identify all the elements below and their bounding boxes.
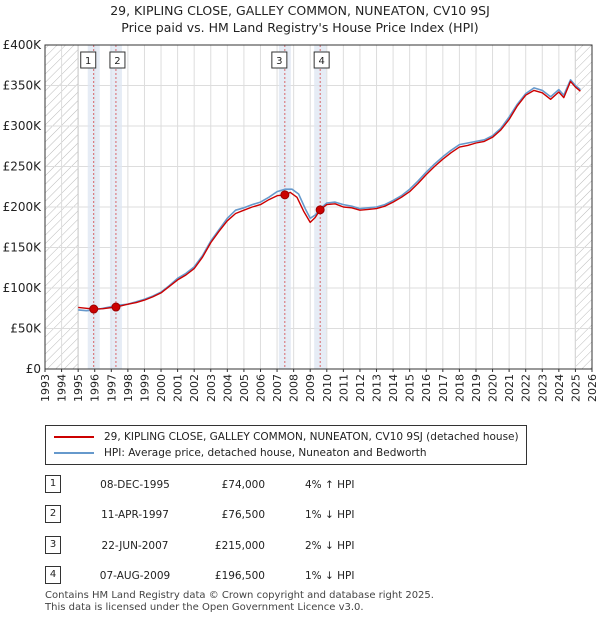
x-tick-label: 2026 [586, 374, 599, 402]
sale-date: 07-AUG-2009 [99, 570, 171, 582]
sale-number: 4 [45, 566, 61, 584]
sale-point-2 [111, 302, 121, 312]
sale-label-4: 4 [318, 56, 324, 67]
x-tick-label: 1993 [39, 374, 52, 402]
chart-title-line1: 29, KIPLING CLOSE, GALLEY COMMON, NUNEAT… [110, 3, 490, 18]
x-tick-label: 2014 [387, 374, 400, 402]
sale-price: £76,500 [221, 509, 265, 521]
x-tick-label: 2016 [420, 374, 433, 402]
sale-label-2: 2 [114, 56, 120, 67]
sale-date: 08-DEC-1995 [100, 479, 170, 491]
sale-label-3: 3 [276, 56, 282, 67]
y-tick-label: £250K [3, 160, 43, 174]
footer-attribution: Contains HM Land Registry data © Crown c… [45, 590, 434, 614]
sale-hpi-diff: 1% ↓ HPI [305, 570, 355, 582]
sale-number: 3 [45, 536, 61, 554]
plot-frame [44, 44, 593, 370]
x-tick-label: 2002 [188, 374, 201, 402]
x-tick-label: 2018 [453, 374, 466, 402]
sale-point-4 [315, 205, 325, 215]
y-tick-label: £300K [3, 119, 43, 133]
sale-hpi-diff: 2% ↓ HPI [305, 540, 355, 552]
x-tick-label: 2004 [221, 374, 234, 402]
x-tick-label: 1995 [72, 374, 85, 402]
x-tick-label: 2023 [536, 374, 549, 402]
x-tick-label: 2022 [520, 374, 533, 402]
sale-point-3 [280, 190, 290, 200]
sale-hpi-diff: 1% ↓ HPI [305, 509, 355, 521]
sale-label-box-3 [271, 51, 288, 69]
y-tick-label: £400K [3, 38, 43, 52]
y-tick-label: £350K [3, 79, 43, 93]
y-tick-label: £100K [3, 281, 43, 295]
x-tick-label: 2006 [254, 374, 267, 402]
x-tick-label: 2017 [437, 374, 450, 402]
x-tick-label: 2013 [371, 374, 384, 402]
sale-price: £215,000 [214, 540, 265, 552]
sale-label-box-1 [80, 51, 97, 69]
x-tick-label: 2008 [288, 374, 301, 402]
sale-date: 22-JUN-2007 [101, 540, 169, 552]
price-chart: 1 2 3 4 £0 £50K £100K £150K £200K £250K £300K £350… [3, 38, 599, 402]
sale-hpi-diff: 4% ↑ HPI [305, 479, 355, 491]
x-tick-label: 1999 [138, 374, 151, 402]
legend-swatch-hpi [54, 452, 94, 454]
x-tick-label: 2010 [321, 374, 334, 402]
legend-label-property: 29, KIPLING CLOSE, GALLEY COMMON, NUNEAT… [104, 431, 519, 443]
x-tick-label: 2021 [503, 374, 516, 402]
sale-number: 1 [45, 475, 61, 493]
footer-line1: Contains HM Land Registry data © Crown c… [45, 590, 434, 601]
x-tick-label: 2000 [155, 374, 168, 402]
y-tick-label: £200K [3, 200, 43, 214]
legend-swatch-property [54, 436, 94, 438]
legend-label-hpi: HPI: Average price, detached house, Nune… [104, 447, 427, 459]
y-tick-label: £0 [26, 362, 41, 376]
sale-point-1 [89, 304, 99, 314]
x-tick-label: 1994 [56, 374, 69, 402]
sale-date: 11-APR-1997 [101, 509, 169, 521]
sale-label-1: 1 [85, 56, 91, 67]
x-tick-label: 1997 [105, 374, 118, 402]
x-tick-label: 2019 [470, 374, 483, 402]
sale-number: 2 [45, 505, 61, 523]
sale-price: £74,000 [221, 479, 265, 491]
x-tick-label: 2015 [404, 374, 417, 402]
x-tick-label: 2020 [487, 374, 500, 402]
y-tick-label: £150K [3, 241, 43, 255]
footer-line2: This data is licensed under the Open Gov… [45, 602, 364, 613]
x-tick-label: 2001 [172, 374, 185, 402]
property-series-line [78, 80, 581, 310]
x-tick-label: 2025 [569, 374, 582, 402]
x-tick-label: 2005 [238, 374, 251, 402]
sale-price: £196,500 [214, 570, 265, 582]
x-tick-label: 2024 [553, 374, 566, 402]
x-tick-label: 1998 [122, 374, 135, 402]
chart-title: 29, KIPLING CLOSE, GALLEY COMMON, NUNEAT… [0, 2, 600, 36]
sale-label-box-2 [109, 51, 126, 69]
x-tick-label: 2011 [337, 374, 350, 402]
x-tick-label: 1996 [89, 374, 102, 402]
x-tick-label: 2009 [304, 374, 317, 402]
x-tick-label: 2012 [354, 374, 367, 402]
sale-label-box-4 [313, 51, 330, 69]
x-tick-label: 2007 [271, 374, 284, 402]
x-tick-label: 2003 [205, 374, 218, 402]
legend: 29, KIPLING CLOSE, GALLEY COMMON, NUNEAT… [45, 425, 527, 465]
chart-title-line2: Price paid vs. HM Land Registry's House … [121, 20, 479, 35]
y-tick-label: £50K [10, 322, 42, 336]
